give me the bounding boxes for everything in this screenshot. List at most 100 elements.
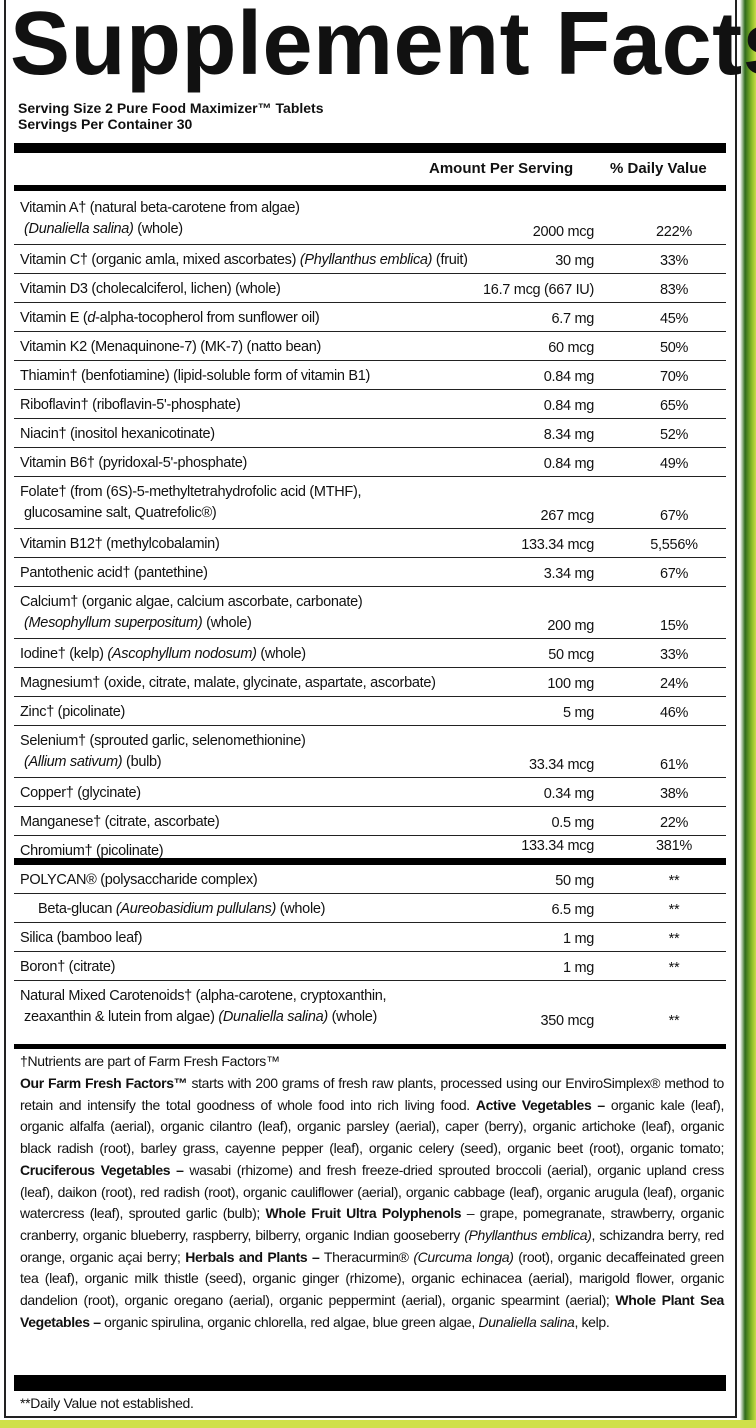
table-row: POLYCAN® (polysaccharide complex) 50 mg ** xyxy=(14,865,726,894)
amount-per-serving: 350 mcg xyxy=(540,1013,594,1029)
supplement-facts-panel xyxy=(4,0,737,1418)
daily-value: 50% xyxy=(659,340,689,356)
nutrient-name: Selenium† (sprouted garlic, selenomethio… xyxy=(20,731,306,773)
daily-value: 15% xyxy=(659,618,689,634)
amount-per-serving: 267 mcg xyxy=(540,508,594,524)
daily-value: 222% xyxy=(656,224,692,240)
amount-per-serving: 2000 mcg xyxy=(532,224,595,240)
nutrient-name: Boron† (citrate) xyxy=(20,957,115,978)
table-row: Beta-glucan (Aureobasidium pullulans) (w… xyxy=(14,894,726,923)
nutrient-name: POLYCAN® (polysaccharide complex) xyxy=(20,870,258,891)
name-segment: Thiamin† (benfotiamine) (lipid-soluble f… xyxy=(20,368,371,384)
nutrient-name-line: Vitamin C† (organic amla, mixed ascorbat… xyxy=(20,250,468,271)
paragraph-segment: organic kale (leaf), organic alfalfa (ae… xyxy=(20,1096,724,1157)
nutrient-name: Vitamin B6† (pyridoxal-5'-phosphate) xyxy=(20,453,247,474)
name-segment: Vitamin K2 (Menaquinone-7) (MK-7) (natto… xyxy=(20,339,322,355)
amount-per-serving: 133.34 mcg xyxy=(521,537,594,553)
table-row: Copper† (glycinate) 0.34 mg 38% xyxy=(14,778,726,807)
paragraph-segment: Whole Plant Sea Vegetables – xyxy=(20,1292,724,1330)
daily-value: 33% xyxy=(659,253,689,269)
amount-per-serving: 6.5 mg xyxy=(551,902,594,918)
amount-per-serving: 3.34 mg xyxy=(543,566,595,582)
name-segment: (bulb) xyxy=(122,754,162,770)
paragraph-segment: – grape, pomegranate, strawberry, organi… xyxy=(20,1205,724,1243)
table-row: Vitamin B6† (pyridoxal-5'-phosphate) 0.84… xyxy=(14,448,726,477)
name-segment: (whole) xyxy=(133,221,183,237)
amount-per-serving: 1 mg xyxy=(562,960,594,976)
paragraph-segment: (Phyllanthus emblica) xyxy=(464,1226,592,1243)
daily-value: ** xyxy=(668,1013,680,1029)
name-segment: zeaxanthin & lutein from algae) xyxy=(24,1009,219,1025)
daily-value: 61% xyxy=(659,757,689,773)
table-row: Vitamin K2 (Menaquinone-7) (MK-7) (natto… xyxy=(14,332,726,361)
name-segment: Beta-glucan xyxy=(38,901,116,917)
nutrient-name-line: Niacin† (inositol hexanicotinate) xyxy=(20,424,215,445)
paragraph-segment: Active Vegetables – xyxy=(475,1096,605,1113)
amount-per-serving: 16.7 mcg (667 IU) xyxy=(483,282,594,298)
nutrient-name-line: POLYCAN® (polysaccharide complex) xyxy=(20,870,258,891)
divider-medium xyxy=(14,185,726,191)
nutrient-name-line: Pantothenic acid† (pantethine) xyxy=(20,563,208,584)
nutrient-name-line: Boron† (citrate) xyxy=(20,957,115,978)
name-segment: Manganese† (citrate, ascorbate) xyxy=(20,814,220,830)
amount-per-serving: 50 mg xyxy=(555,873,594,889)
nutrient-name-line: Vitamin E (d-alpha-tocopherol from sunfl… xyxy=(20,308,320,329)
nutrient-name: Zinc† (picolinate) xyxy=(20,702,125,723)
table-row: Silica (bamboo leaf) 1 mg ** xyxy=(14,923,726,952)
nutrient-name: Thiamin† (benfotiamine) (lipid-soluble f… xyxy=(20,366,370,387)
nutrient-name-line: Manganese† (citrate, ascorbate) xyxy=(20,812,220,833)
daily-value: 45% xyxy=(659,311,689,327)
nutrient-name-line: Magnesium† (oxide, citrate, malate, glyc… xyxy=(20,673,436,694)
nutrient-name-line: Thiamin† (benfotiamine) (lipid-soluble f… xyxy=(20,366,370,387)
amount-per-serving: 6.7 mg xyxy=(551,311,594,327)
table-row: Iodine† (kelp) (Ascophyllum nodosum) (wh… xyxy=(14,639,726,668)
name-segment: Vitamin B12† (methylcobalamin) xyxy=(20,536,220,552)
name-segment: (Phyllanthus emblica) xyxy=(299,252,433,268)
paragraph-segment: Our Farm Fresh Factors™ xyxy=(20,1075,188,1091)
nutrient-name-line: Iodine† (kelp) (Ascophyllum nodosum) (wh… xyxy=(20,644,306,665)
nutrient-name: Niacin† (inositol hexanicotinate) xyxy=(20,424,215,445)
daily-value: ** xyxy=(668,902,680,918)
nutrient-name: Vitamin C† (organic amla, mixed ascorbat… xyxy=(20,250,468,271)
nutrient-name-line: Vitamin B12† (methylcobalamin) xyxy=(20,534,220,555)
nutrient-name-line: (Mesophyllum superpositum) (whole) xyxy=(20,613,362,634)
table-row: Niacin† (inositol hexanicotinate) 8.34 mg… xyxy=(14,419,726,448)
name-segment: d xyxy=(87,310,96,326)
name-segment: Calcium† (organic algae, calcium ascorba… xyxy=(20,594,363,610)
nutrient-name-line: Calcium† (organic algae, calcium ascorba… xyxy=(20,592,363,613)
table-row: Riboflavin† (riboflavin-5'-phosphate) 0.8… xyxy=(14,390,726,419)
name-segment: Silica (bamboo leaf) xyxy=(20,930,143,946)
divider-medium xyxy=(14,1044,726,1049)
table-row: Zinc† (picolinate) 5 mg 46% xyxy=(14,697,726,726)
daily-value: 24% xyxy=(659,676,689,692)
paragraph-segment: , schizandra berry, red orange, organic … xyxy=(20,1226,724,1265)
name-segment: (Dunaliella salina) xyxy=(24,221,134,237)
name-segment: (Dunaliella salina) xyxy=(218,1009,328,1025)
nutrient-name: Pantothenic acid† (pantethine) xyxy=(20,563,208,584)
name-segment: Niacin† (inositol hexanicotinate) xyxy=(20,426,215,442)
table-row: Chromium† (picolinate) 133.34 mcg 381% xyxy=(14,836,726,865)
footnote-daily-value: **Daily Value not established. xyxy=(20,1395,194,1411)
nutrient-name: Magnesium† (oxide, citrate, malate, glyc… xyxy=(20,673,436,694)
nutrient-name-line: Vitamin D3 (cholecalciferol, lichen) (wh… xyxy=(20,279,281,300)
daily-value: ** xyxy=(668,931,680,947)
nutrient-name: Vitamin D3 (cholecalciferol, lichen) (wh… xyxy=(20,279,281,300)
amount-per-serving: 33.34 mcg xyxy=(528,757,594,773)
paragraph-segment: wasabi (rhizome) and fresh freeze-dried … xyxy=(20,1161,725,1222)
name-segment: Vitamin E ( xyxy=(20,310,88,326)
nutrient-name: Calcium† (organic algae, calcium ascorba… xyxy=(20,592,363,634)
name-segment: (whole) xyxy=(275,901,326,917)
daily-value: 52% xyxy=(659,427,689,443)
name-segment: Chromium† (picolinate) xyxy=(20,843,164,859)
name-segment: -alpha-tocopherol from sunflower oil) xyxy=(95,310,320,326)
name-segment: Vitamin D3 (cholecalciferol, lichen) (wh… xyxy=(20,281,281,297)
table-row: Selenium† (sprouted garlic, selenomethio… xyxy=(14,726,726,778)
name-segment: Vitamin C† (organic amla, mixed ascorbat… xyxy=(20,252,300,268)
nutrient-name-line: zeaxanthin & lutein from algae) (Dunalie… xyxy=(20,1007,386,1028)
amount-per-serving: 30 mg xyxy=(555,253,594,269)
daily-value: 49% xyxy=(659,456,689,472)
nutrient-name: Vitamin E (d-alpha-tocopherol from sunfl… xyxy=(20,308,320,329)
nutrient-name-line: glucosamine salt, Quatrefolic®) xyxy=(20,503,361,524)
nutrient-name-line: Folate† (from (6S)-5-methyltetrahydrofol… xyxy=(20,482,362,503)
nutrient-name-line: Natural Mixed Carotenoids† (alpha-carote… xyxy=(20,986,387,1007)
